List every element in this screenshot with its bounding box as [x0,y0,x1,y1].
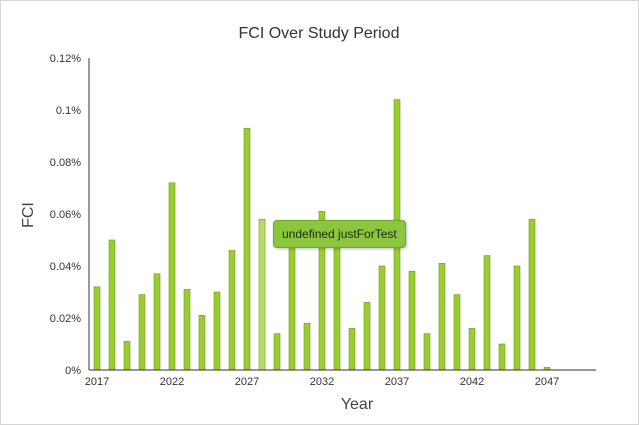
bar[interactable] [243,127,251,371]
bar[interactable] [513,265,521,371]
bar[interactable] [153,273,161,371]
bar[interactable] [168,182,176,371]
bar[interactable] [498,343,506,371]
bar[interactable] [348,328,356,371]
y-tick-label: 0.08% [50,157,81,169]
x-axis-label: Year [341,396,374,413]
axes-group [88,58,596,371]
x-tick-label: 2017 [85,376,109,388]
x-tick-label: 2047 [535,376,559,388]
bar[interactable] [483,255,491,371]
x-tick-label: 2027 [235,376,259,388]
bar[interactable] [198,315,206,371]
x-ticks-group: 2017 2022 2027 2032 2037 2042 2047 [85,376,559,388]
chart-title: FCI Over Study Period [239,25,400,42]
bar[interactable] [438,263,446,371]
y-ticks-group: 0% 0.02% 0.04% 0.06% 0.08% 0.1% 0.12% [50,53,81,377]
bar[interactable] [378,265,386,371]
y-tick-label: 0.12% [50,53,81,65]
bar[interactable] [468,328,476,371]
y-tick-label: 0% [65,365,81,377]
bar[interactable] [108,239,116,371]
bar[interactable] [213,291,221,371]
bar[interactable] [228,250,236,371]
y-tick-label: 0.06% [50,209,81,221]
bar[interactable] [93,286,101,371]
y-tick-label: 0.1% [56,105,81,117]
x-tick-label: 2037 [385,376,409,388]
y-tick-label: 0.02% [50,313,81,325]
x-tick-label: 2022 [160,376,184,388]
bar[interactable] [453,294,461,371]
x-tick-label: 2042 [460,376,484,388]
bar[interactable] [528,218,536,371]
y-tick-label: 0.04% [50,261,81,273]
bar[interactable] [288,242,296,371]
bar[interactable] [363,302,371,371]
bar[interactable] [183,289,191,371]
bar[interactable] [273,333,281,371]
bar[interactable] [123,341,131,371]
y-axis-label: FCI [20,202,37,228]
bar[interactable] [303,322,311,371]
bar[interactable] [258,218,266,371]
bar[interactable] [423,333,431,371]
bar[interactable] [138,294,146,371]
x-tick-label: 2032 [310,376,334,388]
tooltip: undefined justForTest [273,220,406,248]
bar[interactable] [408,270,416,371]
bar[interactable] [333,247,341,371]
